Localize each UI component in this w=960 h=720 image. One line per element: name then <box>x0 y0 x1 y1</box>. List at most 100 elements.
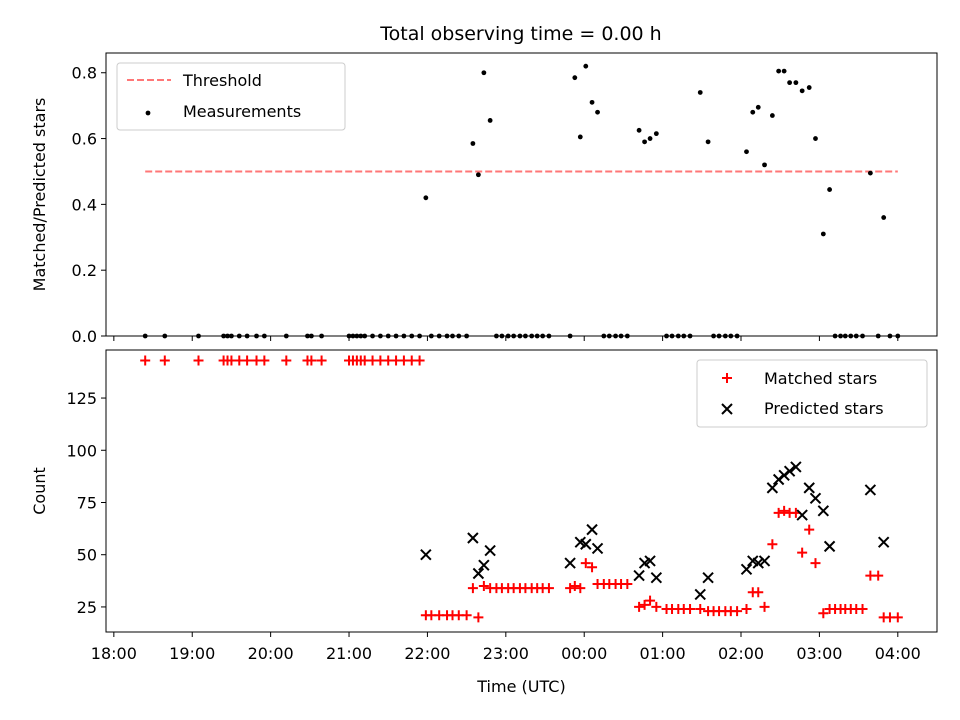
y-tick-label: 0.6 <box>72 130 97 149</box>
matched-star-marker <box>645 595 656 606</box>
measurement-point <box>867 170 873 176</box>
legend-threshold-label: Threshold <box>182 71 262 90</box>
measurement-point <box>589 99 595 105</box>
measurement-point <box>793 80 799 86</box>
measurement-point <box>781 68 787 74</box>
x-tick-label: 18:00 <box>91 644 137 663</box>
matched-star-marker <box>767 539 778 550</box>
matched-star-marker <box>797 547 808 558</box>
measurement-point <box>642 139 647 145</box>
y-tick-label: 0.8 <box>72 64 97 83</box>
predicted-star-marker <box>564 557 576 569</box>
predicted-star-marker <box>790 461 802 473</box>
matched-star-marker <box>818 608 829 619</box>
matched-star-marker <box>467 583 478 594</box>
predicted-star-marker <box>752 557 764 569</box>
x-tick-label: 23:00 <box>483 644 529 663</box>
predicted-star-marker <box>817 505 830 517</box>
measurement-point <box>762 162 767 168</box>
matched-star-marker <box>259 355 270 366</box>
matched-star-marker <box>753 587 764 598</box>
series-0 <box>140 355 903 623</box>
measurement-point <box>744 149 749 155</box>
matched-star-marker <box>741 604 752 615</box>
predicted-star-marker <box>758 555 771 567</box>
predicted-star-marker <box>740 563 753 576</box>
y-tick-label: 0.4 <box>72 195 97 214</box>
measurement-point <box>820 231 826 237</box>
legend-box <box>116 62 346 131</box>
y-tick-label: 75 <box>77 493 97 512</box>
predicted-star-marker <box>823 540 836 553</box>
x-tick-label: 03:00 <box>796 644 842 663</box>
predicted-star-marker <box>591 542 604 555</box>
matched-star-marker <box>622 578 633 589</box>
measurement-point <box>750 109 756 115</box>
plot-frame <box>105 52 938 337</box>
measurement-point <box>470 141 476 146</box>
legend-measurement-swatch <box>145 110 151 116</box>
matched-star-marker <box>575 583 586 594</box>
matched-star-marker <box>873 570 884 581</box>
matched-star-marker <box>587 562 598 573</box>
measurement-point <box>481 70 487 76</box>
measurement-point <box>636 127 642 133</box>
matched-star-marker <box>804 524 815 535</box>
matched-star-marker <box>473 612 484 623</box>
measurement-point <box>755 104 761 110</box>
legend-matched-swatch <box>722 373 732 383</box>
matched-star-marker <box>639 599 650 610</box>
matched-star-marker <box>695 604 706 615</box>
legend-measurement-label: Measurements <box>183 102 301 121</box>
y-tick-label: 100 <box>66 441 97 460</box>
measurement-point <box>583 63 589 69</box>
measurement-point <box>787 80 793 86</box>
measurement-point <box>653 131 659 137</box>
measurement-point <box>813 136 818 141</box>
predicted-star-marker <box>766 482 779 494</box>
x-axis-label: Time (UTC) <box>476 677 565 696</box>
matched-star-marker <box>242 355 253 366</box>
y-tick-label: 0.2 <box>72 261 97 280</box>
predicted-star-marker <box>694 588 706 601</box>
bottom-panel: 25 50 75 100 125 18:00 19:00 20:00 21:00 22:00 23:… <box>30 349 938 696</box>
matched-star-marker <box>316 355 327 366</box>
measurement-point <box>806 85 812 90</box>
x-tick-label: 21:00 <box>326 644 372 663</box>
x-tick-label: 19:00 <box>169 644 215 663</box>
matched-star-marker <box>140 355 151 366</box>
measurement-point <box>577 134 583 140</box>
matched-star-marker <box>159 355 170 366</box>
predicted-star-marker <box>484 544 496 557</box>
y-axis-label: Count <box>30 467 49 515</box>
matched-star-marker <box>569 581 580 592</box>
legend: Matched stars Predicted stars <box>696 359 928 428</box>
x-tick-label: 02:00 <box>718 644 764 663</box>
matched-star-marker <box>414 355 425 366</box>
matched-star-marker <box>306 355 317 366</box>
predicted-star-marker <box>803 482 815 494</box>
predicted-star-marker <box>633 569 645 582</box>
predicted-star-marker <box>796 509 808 521</box>
measurement-point <box>697 90 703 95</box>
matched-star-marker <box>759 601 770 612</box>
legend-box <box>696 359 928 428</box>
matched-star-marker <box>461 610 472 621</box>
legend-matched-label: Matched stars <box>764 369 877 388</box>
y-tick-label: 125 <box>66 389 97 408</box>
x-tick-label: 22:00 <box>404 644 450 663</box>
matched-star-marker <box>685 604 696 615</box>
measurement-point <box>881 215 887 220</box>
measurement-point <box>705 139 711 145</box>
predicted-star-marker <box>650 571 663 584</box>
measurement-point <box>776 68 782 74</box>
legend-predicted-swatch <box>721 403 733 415</box>
measurement-point <box>647 136 653 141</box>
measurement-point <box>799 88 805 94</box>
predicted-star-marker <box>467 532 479 544</box>
x-tick-label: 01:00 <box>640 644 686 663</box>
predicted-star-marker <box>877 536 890 548</box>
matched-star-marker <box>478 581 489 592</box>
x-tick-label: 00:00 <box>561 644 607 663</box>
